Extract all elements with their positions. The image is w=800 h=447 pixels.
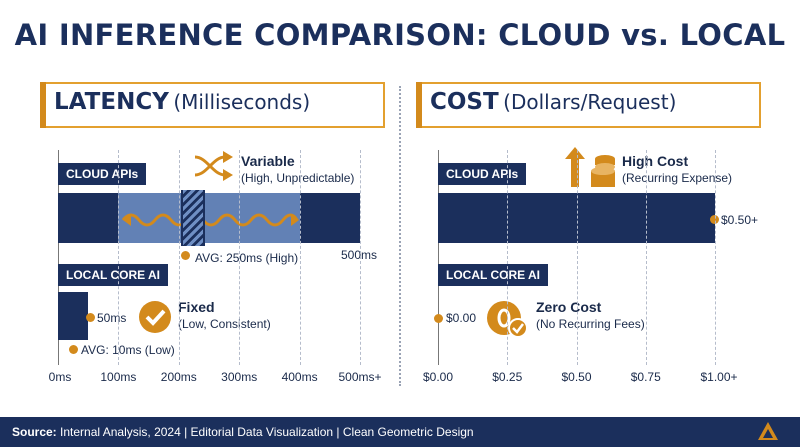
header-accent <box>416 82 422 128</box>
variable-title: Variable <box>241 153 295 169</box>
latency-gridline <box>299 150 301 365</box>
fixed-subtitle: (Low, Consistent) <box>178 317 271 331</box>
latency-heading: LATENCY <box>54 89 169 115</box>
cost-gridline <box>715 150 716 365</box>
cost-local-value-label: $0.00 <box>446 311 477 325</box>
cost-tick-label: $0.00 <box>422 370 454 384</box>
value-dot <box>710 215 719 224</box>
latency-tick-label: 400ms <box>281 370 318 384</box>
latency-average-marker <box>181 190 205 246</box>
cost-gridline <box>507 150 509 365</box>
variability-wave-icon <box>121 213 299 227</box>
source-text: Internal Analysis, 2024 | Editorial Data… <box>56 425 474 439</box>
fixed-title: Fixed <box>178 299 215 315</box>
latency-y-axis <box>58 150 59 365</box>
latency-local-value-label: 50ms <box>97 311 127 325</box>
cost-cloud-tag: CLOUD APIs <box>438 163 527 185</box>
cost-tick-label: $0.50 <box>561 370 592 384</box>
latency-cloud-tag: CLOUD APIs <box>58 163 147 185</box>
latency-variability-band <box>118 193 300 243</box>
header-accent <box>40 82 46 128</box>
cost-section-header: COST (Dollars/Request) <box>416 82 761 128</box>
latency-unit: (Milliseconds) <box>173 90 311 114</box>
latency-tick-label: 0ms <box>48 370 72 384</box>
latency-tick-label: 100ms <box>100 370 137 384</box>
latency-tick-label: 500ms+ <box>338 370 382 384</box>
brand-logo-icon <box>758 422 778 440</box>
latency-gridline <box>118 150 120 365</box>
cost-y-axis <box>438 150 439 365</box>
latency-section-header: LATENCY (Milliseconds) <box>40 82 385 128</box>
section-divider <box>399 86 401 386</box>
value-dot <box>86 313 95 322</box>
footer-source: Source: Internal Analysis, 2024 | Editor… <box>12 425 474 439</box>
cost-tick-label: $0.25 <box>492 370 523 384</box>
cost-gridline <box>645 150 647 365</box>
cost-tick-label: $0.75 <box>630 370 661 384</box>
zero-cost-subtitle: (No Recurring Fees) <box>536 317 645 331</box>
source-label: Source: <box>12 425 57 439</box>
variable-subtitle: (High, Unpredictable) <box>241 171 355 185</box>
avg-dot <box>181 251 190 260</box>
zero-cost-icon <box>487 301 528 338</box>
latency-gridline <box>360 150 361 365</box>
latency-tick-label: 200ms <box>160 370 197 384</box>
latency-cloud-avg-label: AVG: 250ms (High) <box>195 251 299 265</box>
high-cost-title: High Cost <box>622 153 689 169</box>
cost-cloud-value-label: $0.50+ <box>721 213 759 227</box>
shuffle-icon <box>194 151 233 181</box>
high-cost-subtitle: (Recurring Expense) <box>622 171 733 185</box>
footer: Source: Internal Analysis, 2024 | Editor… <box>0 417 800 447</box>
latency-tick-label: 300ms <box>221 370 258 384</box>
latency-gridline <box>239 150 241 365</box>
latency-local-avg-label: AVG: 10ms (Low) <box>81 343 175 357</box>
latency-cloud-end-label: 500ms <box>341 248 378 262</box>
cost-local-tag: LOCAL CORE AI <box>438 264 549 286</box>
latency-gridline <box>178 150 180 365</box>
cost-tick-label: $1.00+ <box>700 370 738 384</box>
cost-heading: COST <box>430 89 499 115</box>
latency-local-tag: LOCAL CORE AI <box>58 264 169 286</box>
cost-gridline <box>576 150 578 365</box>
latency-local-bar <box>58 292 89 340</box>
avg-dot <box>69 345 78 354</box>
checkmark-icon <box>139 301 171 333</box>
value-dot <box>434 314 443 323</box>
zero-cost-title: Zero Cost <box>536 299 602 315</box>
rising-cost-icon <box>565 147 615 187</box>
cost-unit: (Dollars/Request) <box>503 90 677 114</box>
page-title: AI INFERENCE COMPARISON: CLOUD vs. LOCAL <box>14 18 786 52</box>
